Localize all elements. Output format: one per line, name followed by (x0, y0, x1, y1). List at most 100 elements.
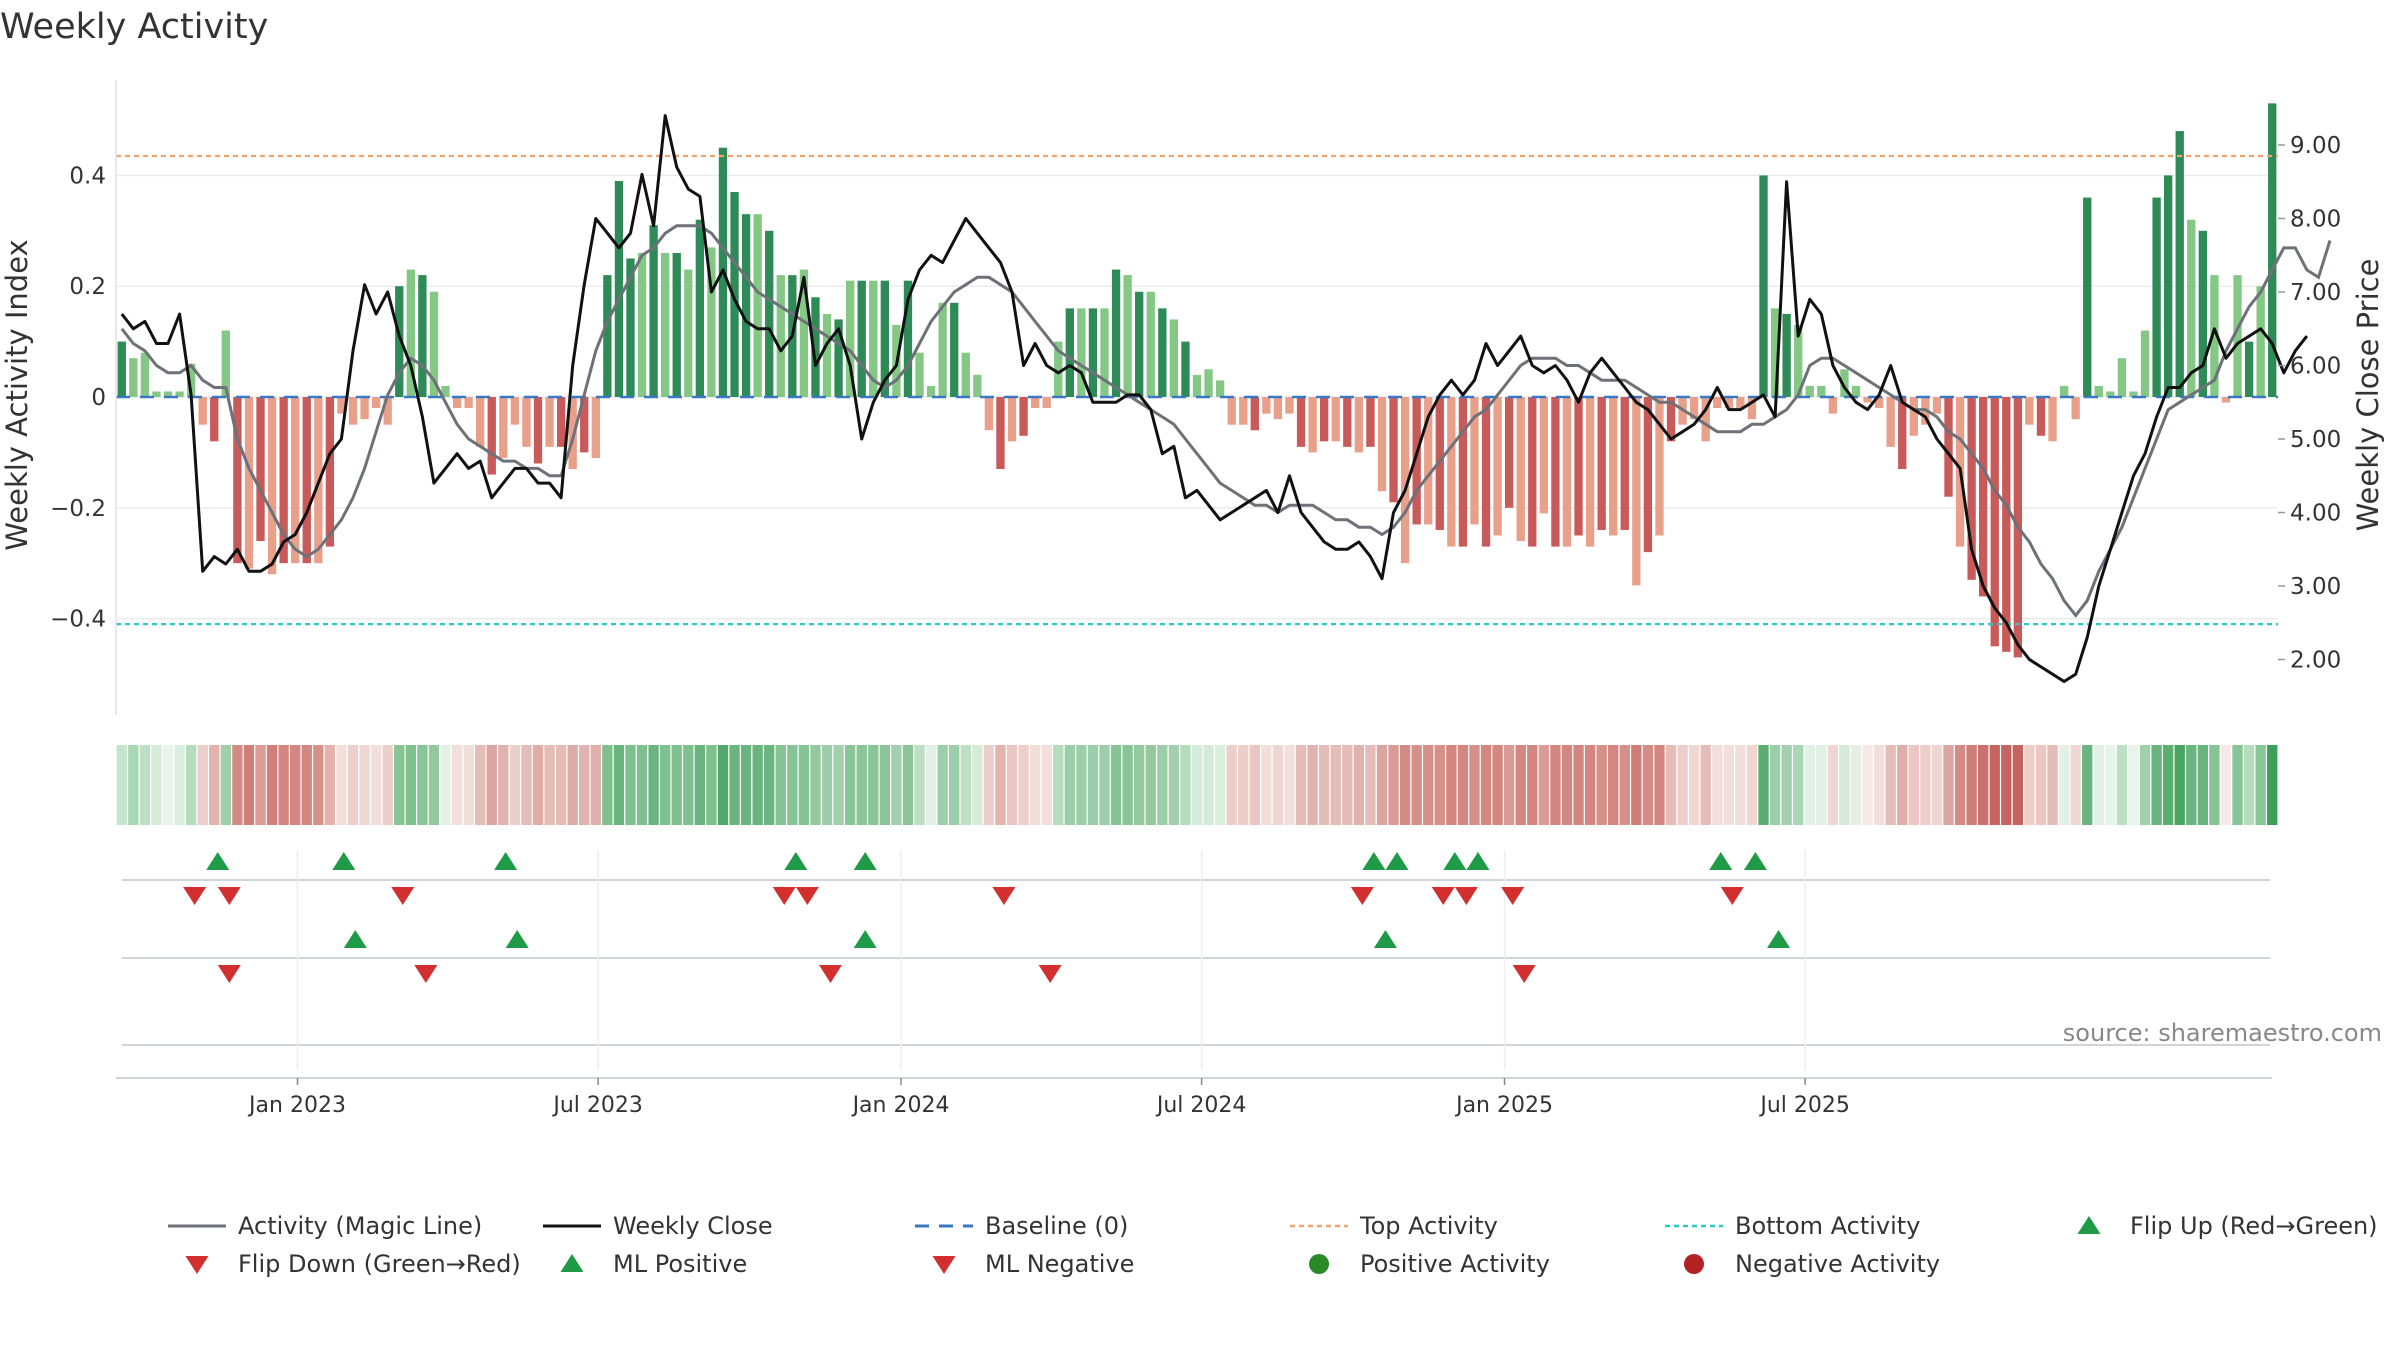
ribbon-cell (1816, 745, 1827, 825)
activity-bar (1817, 385, 1826, 397)
ribbon-cell (1677, 745, 1688, 825)
activity-bar (1169, 319, 1179, 397)
activity-bar (926, 385, 936, 397)
ribbon-cell (706, 745, 717, 825)
flip-up-marker (1385, 852, 1409, 870)
activity-bar (1320, 397, 1329, 442)
legend-label: Top Activity (1359, 1212, 1498, 1240)
activity-bar (880, 280, 890, 397)
x-tick-label: Jan 2024 (851, 1093, 950, 1118)
ribbon-cell (266, 745, 278, 825)
y2-axis-label: Weekly Close Price (2351, 259, 2385, 532)
ribbon-cell (1550, 745, 1561, 825)
ribbon-cell (1654, 745, 1665, 825)
ribbon-cell (833, 745, 844, 825)
ribbon-cell (1480, 745, 1492, 825)
ribbon-cell (2139, 745, 2151, 825)
activity-bar (765, 230, 774, 397)
ribbon-cell (313, 745, 324, 825)
activity-bar (175, 391, 184, 397)
activity-bar (1805, 385, 1814, 397)
ribbon-cell (2151, 745, 2162, 825)
activity-bar (1562, 397, 1572, 547)
activity-bar (2187, 219, 2196, 397)
ribbon-cell (2255, 745, 2266, 825)
ribbon-cell (498, 745, 509, 825)
ribbon-cell (2128, 745, 2139, 825)
legend-label: Flip Down (Green→Red) (238, 1250, 521, 1278)
activity-bar (140, 352, 150, 397)
activity-bar (2117, 358, 2127, 397)
ribbon-cell (1388, 745, 1399, 825)
ribbon-cell (914, 745, 925, 825)
legend-label: Baseline (0) (985, 1212, 1128, 1240)
activity-bars (117, 103, 2277, 658)
weekly-close-line (120, 114, 2309, 683)
ribbon-cell (1469, 745, 1480, 825)
activity-bar (2152, 197, 2161, 397)
activity-bar (1262, 397, 1271, 414)
activity-bar (441, 385, 450, 397)
ribbon-cell (451, 745, 463, 825)
activity-bar (637, 252, 647, 397)
legend-swatch (2077, 1216, 2101, 1234)
ribbon-cell (1954, 745, 1966, 825)
ribbon-cell (463, 745, 474, 825)
activity-bar (1377, 397, 1387, 492)
ml-positive-marker (1767, 930, 1791, 948)
ribbon-cell (567, 745, 578, 825)
activity-bar (1458, 397, 1468, 547)
ribbon-cell (521, 745, 532, 825)
ribbon-cell (1214, 745, 1226, 825)
ribbon-cell (2047, 745, 2058, 825)
y-tick-label: 0.2 (69, 274, 106, 300)
flip-down-marker (1431, 887, 1455, 905)
ribbon-cell (1503, 745, 1515, 825)
ribbon-cell (1642, 745, 1654, 825)
y-tick-label: −0.4 (50, 607, 106, 633)
ribbon-cell (1064, 745, 1076, 825)
x-tick-label: Jul 2024 (1155, 1093, 1247, 1118)
ribbon-cell (2243, 745, 2255, 825)
activity-bar (1944, 397, 1953, 497)
activity-bar (950, 302, 959, 397)
activity-bar (776, 275, 785, 397)
activity-bar (210, 397, 219, 442)
ribbon-cell (1180, 745, 1191, 825)
activity-bar (1643, 397, 1653, 553)
flip-up-marker (853, 852, 877, 870)
flip-down-marker (772, 887, 796, 905)
ribbon-cell (1168, 745, 1180, 825)
activity-bar (1146, 291, 1155, 397)
activity-bar (603, 275, 612, 397)
ribbon-cell (1006, 745, 1018, 825)
ribbon-cell (394, 745, 405, 825)
activity-bar (649, 225, 658, 397)
activity-bar (198, 397, 207, 425)
activity-bar (591, 397, 600, 458)
ribbon-cell (1735, 745, 1746, 825)
ribbon-cell (636, 745, 648, 825)
activity-bar (129, 358, 138, 397)
activity-bar (476, 397, 485, 447)
activity-bar (614, 180, 624, 397)
x-tick-label: Jan 2023 (247, 1093, 346, 1118)
activity-bar (1886, 397, 1895, 447)
activity-bar (2048, 397, 2057, 442)
activity-bar (556, 397, 566, 447)
activity-bar (510, 397, 520, 425)
ribbon-cell (1758, 745, 1769, 825)
ribbon-cell (1885, 745, 1896, 825)
ribbon-cell (1839, 745, 1850, 825)
ribbon-cell (1584, 745, 1596, 825)
ribbon-cell (1365, 745, 1376, 825)
activity-bar (348, 397, 358, 425)
activity-bar (1227, 397, 1236, 425)
ribbon-cell (891, 745, 902, 825)
ribbon-cell (185, 745, 197, 825)
ml-negative-marker (1512, 965, 1536, 983)
ribbon-cell (694, 745, 706, 825)
activity-bar (1794, 324, 1803, 397)
ribbon-cell (1318, 745, 1330, 825)
activity-bar (2106, 391, 2115, 397)
